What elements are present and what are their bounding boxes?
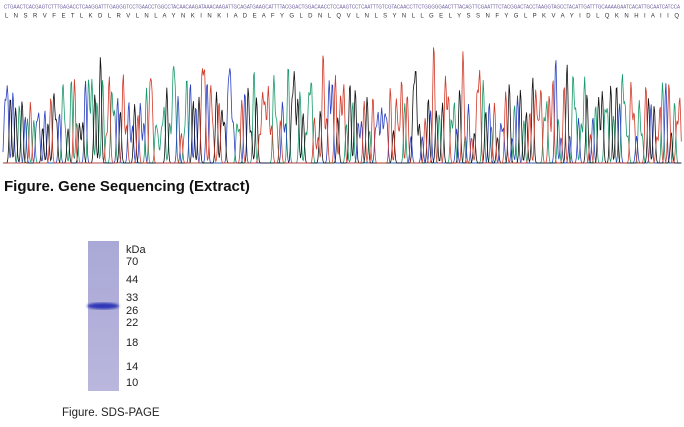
unit-label: kDa: [126, 244, 146, 256]
gel-lane: [88, 241, 119, 391]
protein-sequence: L N S R V F E T L K D L R V L N L A Y N …: [5, 14, 679, 20]
trace: [3, 47, 682, 164]
marker-label: 22: [126, 317, 138, 329]
marker-label: 70: [126, 256, 138, 268]
protein-band: [87, 302, 119, 310]
marker-label: 10: [126, 377, 138, 389]
marker-label: 33: [126, 292, 138, 304]
marker-label: 44: [126, 274, 138, 286]
marker-label: 26: [126, 305, 138, 317]
chromatogram: [2, 47, 682, 164]
dna-sequence: CTGAACTCACGAGTCTTTGAGACCTCAAGGATTTGAGGGT…: [4, 4, 680, 10]
caption: Figure. SDS-PAGE: [62, 407, 160, 419]
caption: Figure. Gene Sequencing (Extract): [4, 178, 250, 195]
marker-label: 14: [126, 361, 138, 373]
marker-label: 18: [126, 337, 138, 349]
